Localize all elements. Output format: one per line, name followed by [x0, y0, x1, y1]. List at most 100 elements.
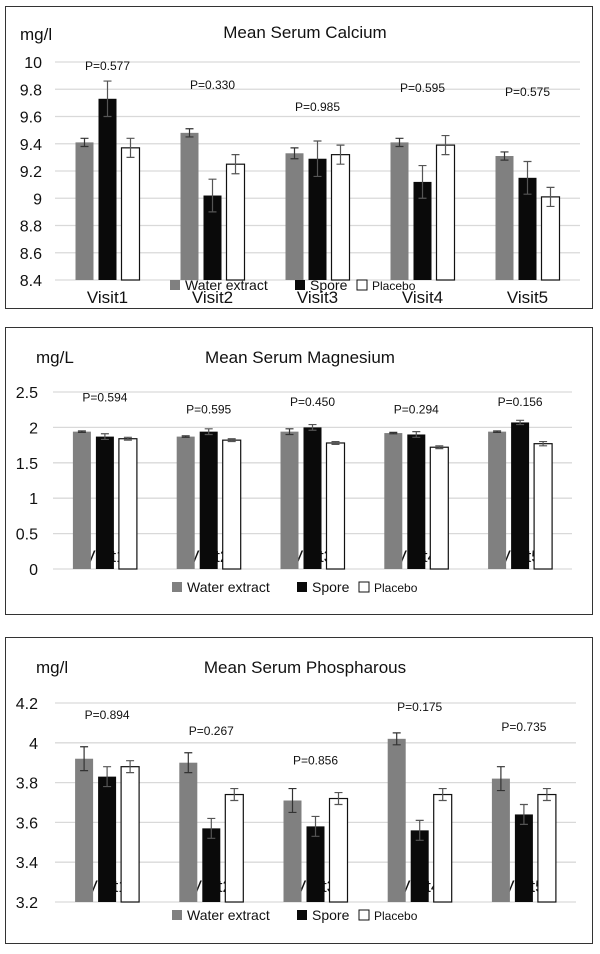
- legend-label-water-extract: Water extract: [187, 907, 270, 923]
- phosphorus-bar-spore: [514, 814, 533, 902]
- calcium-bar-placebo: [120, 147, 141, 281]
- phosphorus-bar-placebo: [120, 766, 140, 903]
- calcium-error-bar: [126, 137, 135, 158]
- magnesium-bar-spore: [199, 431, 218, 569]
- phosphorus-error-bar: [392, 732, 401, 746]
- calcium-error-bar: [441, 134, 450, 156]
- magnesium-error-bar: [493, 430, 502, 433]
- calcium-error-bar: [231, 154, 240, 175]
- phosphorus-p-value-annotation: P=0.175: [397, 700, 442, 714]
- magnesium-y-tick-label: 1.5: [16, 456, 38, 473]
- magnesium-error-bar: [539, 440, 548, 447]
- phosphorus-p-value-annotation: P=0.735: [501, 720, 546, 734]
- magnesium-bar-placebo: [118, 438, 138, 570]
- legend-label-placebo: Placebo: [374, 581, 418, 595]
- phosphorus-error-bar: [230, 787, 239, 802]
- calcium-p-value-annotation: P=0.595: [400, 81, 445, 95]
- calcium-error-bar: [546, 186, 555, 208]
- phosphorus-bar-spore: [410, 830, 429, 902]
- phosphorus-y-tick-label: 3.8: [16, 776, 38, 793]
- calcium-bar-water-extract: [75, 142, 94, 280]
- phosphorus-error-bar: [519, 803, 528, 825]
- phosphorus-chart-title: Mean Serum Phospharous: [204, 658, 406, 677]
- calcium-error-bar: [185, 128, 194, 138]
- magnesium-y-tick-label: 2.5: [16, 385, 38, 402]
- magnesium-bar-spore: [407, 434, 426, 569]
- calcium-bar-water-extract: [180, 132, 199, 280]
- phosphorus-bar-placebo: [537, 793, 557, 903]
- calcium-chart-title: Mean Serum Calcium: [223, 23, 386, 42]
- calcium-x-tick-label: Visit1: [87, 288, 128, 307]
- phosphorus-bar-spore: [306, 826, 325, 902]
- magnesium-error-bar: [204, 428, 213, 436]
- magnesium-error-bar: [123, 436, 132, 441]
- calcium-y-tick-label: 8.8: [20, 219, 42, 236]
- legend-label-spore: Spore: [312, 907, 350, 923]
- legend-swatch-placebo: [356, 279, 368, 291]
- calcium-error-bar: [208, 178, 217, 213]
- magnesium-y-tick-label: 1: [29, 491, 38, 508]
- magnesium-bar-water-extract: [280, 431, 299, 569]
- phosphorus-error-bar: [415, 819, 424, 841]
- calcium-bar-placebo: [540, 196, 561, 281]
- calcium-p-value-annotation: P=0.330: [190, 78, 235, 92]
- legend-label-water-extract: Water extract: [187, 579, 270, 595]
- phosphorus-bar-spore: [98, 776, 117, 902]
- legend-swatch-water-extract: [172, 582, 182, 592]
- magnesium-chart-title: Mean Serum Magnesium: [205, 348, 395, 367]
- calcium-x-tick-label: Visit4: [402, 288, 443, 307]
- magnesium-p-value-annotation: P=0.594: [82, 391, 127, 405]
- magnesium-bar-water-extract: [72, 431, 91, 569]
- phosphorus-error-bar: [103, 766, 112, 788]
- magnesium-p-value-annotation: P=0.294: [394, 403, 439, 417]
- magnesium-y-unit-label: mg/L: [36, 348, 74, 367]
- legend-swatch-water-extract: [172, 910, 182, 920]
- calcium-bar-spore: [98, 98, 117, 280]
- phosphorus-error-bar: [311, 815, 320, 837]
- calcium-x-tick-label: Visit3: [297, 288, 338, 307]
- magnesium-y-tick-label: 0.5: [16, 527, 38, 544]
- phosphorus-error-bar: [288, 787, 297, 814]
- phosphorus-error-bar: [334, 791, 343, 806]
- magnesium-error-bar: [389, 431, 398, 435]
- calcium-error-bar: [418, 164, 427, 199]
- magnesium-error-bar: [77, 430, 86, 433]
- phosphorus-y-tick-label: 3.4: [16, 855, 38, 872]
- magnesium-error-bar: [516, 419, 525, 426]
- magnesium-p-value-annotation: P=0.450: [290, 395, 335, 409]
- magnesium-bar-spore: [95, 436, 114, 569]
- calcium-p-value-annotation: P=0.985: [295, 100, 340, 114]
- magnesium-bar-placebo: [533, 443, 553, 570]
- calcium-error-bar: [80, 137, 89, 148]
- magnesium-error-bar: [435, 445, 444, 450]
- calcium-error-bar: [103, 80, 112, 118]
- phosphorus-p-value-annotation: P=0.894: [85, 708, 130, 722]
- calcium-y-tick-label: 9.2: [20, 164, 42, 181]
- calcium-bar-placebo: [435, 144, 456, 281]
- calcium-error-bar: [336, 144, 345, 165]
- calcium-bar-spore: [203, 195, 222, 280]
- calcium-error-bar: [523, 160, 532, 195]
- calcium-bar-spore: [518, 177, 537, 280]
- legend-swatch-placebo: [358, 581, 370, 593]
- phosphorus-bar-water-extract: [387, 738, 406, 902]
- phosphorus-bar-water-extract: [75, 758, 94, 902]
- calcium-error-bar: [290, 147, 299, 160]
- calcium-y-tick-label: 9.8: [20, 82, 42, 99]
- calcium-y-tick-label: 9.4: [20, 137, 42, 154]
- calcium-error-bar: [395, 137, 404, 148]
- calcium-bar-spore: [413, 181, 432, 280]
- phosphorus-error-bar: [496, 766, 505, 792]
- legend-swatch-spore: [297, 582, 307, 592]
- magnesium-y-tick-label: 2: [29, 420, 38, 437]
- phosphorus-error-bar: [438, 787, 447, 802]
- calcium-y-tick-label: 8.6: [20, 246, 42, 263]
- magnesium-error-bar: [227, 438, 236, 443]
- calcium-x-tick-label: Visit5: [507, 288, 548, 307]
- calcium-y-tick-label: 9.6: [20, 110, 42, 127]
- magnesium-bar-spore: [511, 422, 530, 569]
- magnesium-p-value-annotation: P=0.156: [498, 395, 543, 409]
- calcium-bar-water-extract: [285, 153, 304, 280]
- magnesium-error-bar: [181, 435, 190, 438]
- magnesium-error-bar: [331, 440, 340, 445]
